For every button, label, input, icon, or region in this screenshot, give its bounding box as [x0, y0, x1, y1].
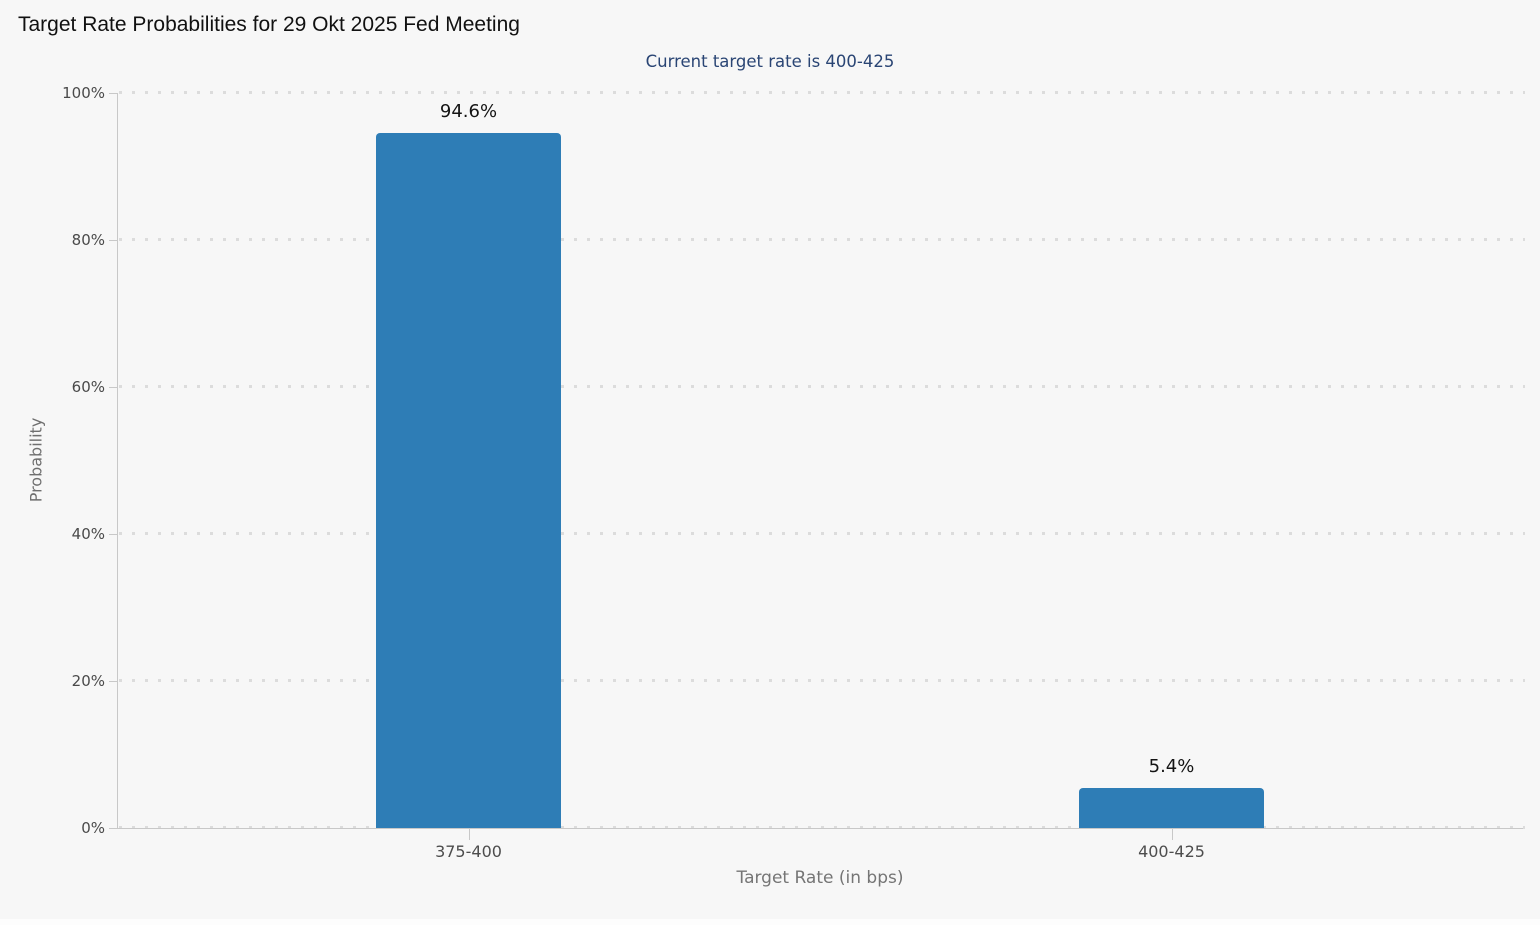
- gridline-0: [119, 826, 1525, 829]
- x-tick-400-425: [1171, 828, 1173, 840]
- y-tick-60: [109, 387, 117, 388]
- chart-title: Target Rate Probabilities for 29 Okt 202…: [18, 13, 520, 36]
- y-axis-title: Probability: [26, 417, 46, 503]
- gridline-40: [119, 532, 1525, 535]
- gridline-60: [119, 385, 1525, 388]
- bar-375-400[interactable]: [376, 132, 561, 828]
- gridline-100: [119, 91, 1525, 94]
- x-axis-line: [117, 828, 1523, 829]
- gridline-20: [119, 679, 1525, 682]
- plot-area: 94.6% 5.4%: [117, 91, 1525, 829]
- y-tick-label-40: 40%: [71, 525, 105, 543]
- x-axis-title: Target Rate (in bps): [736, 868, 904, 888]
- y-tick-80: [109, 240, 117, 241]
- y-tick-label-0: 0%: [81, 819, 105, 837]
- y-axis-line: [117, 93, 118, 829]
- y-tick-label-100: 100%: [62, 84, 105, 102]
- x-category-label-375-400: 375-400: [435, 842, 502, 861]
- bar-value-label-400-425: 5.4%: [1148, 756, 1195, 778]
- y-tick-label-80: 80%: [71, 231, 105, 249]
- y-tick-100: [109, 93, 117, 94]
- y-tick-0: [109, 828, 117, 829]
- y-tick-label-20: 20%: [71, 672, 105, 690]
- y-tick-label-60: 60%: [71, 378, 105, 396]
- y-tick-40: [109, 534, 117, 535]
- x-tick-375-400: [468, 828, 470, 840]
- bar-value-label-375-400: 94.6%: [439, 100, 498, 122]
- chart-subtitle: Current target rate is 400-425: [645, 52, 895, 71]
- x-category-label-400-425: 400-425: [1138, 842, 1205, 861]
- gridline-80: [119, 238, 1525, 241]
- bar-400-425[interactable]: [1079, 788, 1264, 828]
- y-tick-20: [109, 681, 117, 682]
- page-bottom-edge: [0, 919, 1540, 925]
